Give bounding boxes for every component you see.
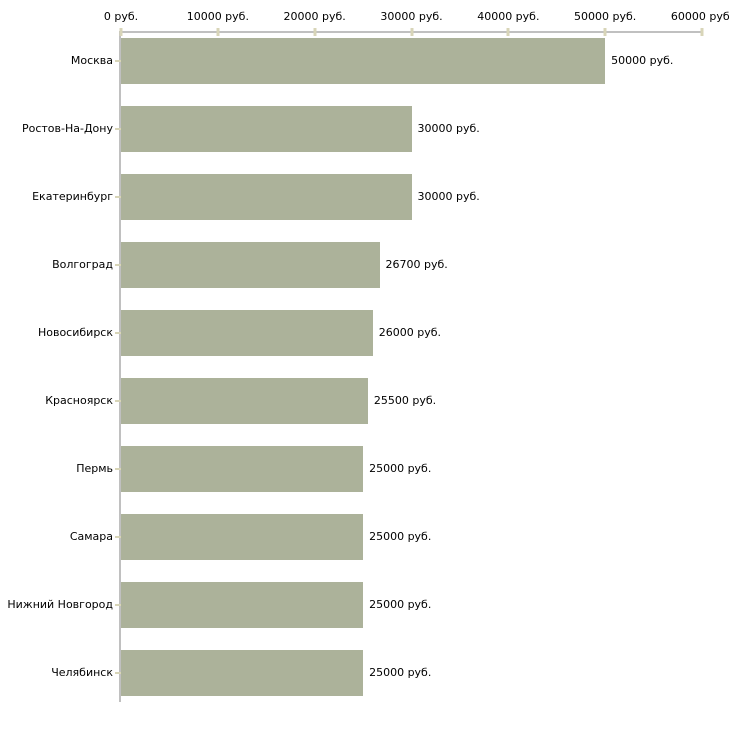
category-label: Пермь	[76, 462, 113, 475]
value-label: 25000 руб.	[369, 666, 432, 679]
value-label: 25500 руб.	[373, 394, 437, 407]
bar	[121, 106, 412, 152]
bar	[121, 174, 412, 220]
y-tick-mark	[115, 468, 121, 470]
x-tick-label: 10000 руб.	[186, 10, 249, 23]
x-tick-mark	[603, 28, 607, 36]
category-label: Ростов-На-Дону	[21, 122, 113, 135]
value-label: 50000 руб.	[611, 54, 674, 67]
value-label: 30000 руб.	[417, 122, 480, 135]
x-tick-mark	[410, 28, 413, 36]
y-tick-mark	[115, 128, 121, 130]
bar	[121, 310, 373, 356]
category-label: Волгоград	[52, 258, 113, 271]
bar	[121, 650, 364, 696]
y-tick-mark	[115, 264, 121, 266]
x-tick-mark	[506, 28, 510, 36]
x-tick-label: 30000 руб.	[380, 10, 443, 23]
y-axis-line	[119, 31, 121, 702]
category-label: Нижний Новгород	[7, 598, 113, 611]
y-tick-mark	[115, 672, 121, 674]
y-tick-mark	[115, 60, 121, 62]
bar	[121, 446, 364, 492]
x-tick-mark	[313, 28, 317, 36]
x-tick-label: 20000 руб.	[283, 10, 346, 23]
y-tick-mark	[115, 196, 121, 198]
value-label: 26700 руб.	[385, 258, 448, 271]
y-tick-mark	[115, 400, 121, 402]
value-label: 25000 руб.	[369, 598, 432, 611]
value-label: 25000 руб.	[369, 530, 432, 543]
x-tick-mark	[700, 28, 704, 36]
x-tick-label: 0 руб.	[103, 10, 139, 23]
y-tick-mark	[115, 332, 121, 334]
category-label: Москва	[70, 54, 113, 67]
y-tick-mark	[115, 536, 121, 538]
category-label: Новосибирск	[37, 326, 113, 339]
y-tick-mark	[115, 604, 121, 606]
value-label: 26000 руб.	[378, 326, 442, 339]
category-label: Екатеринбург	[32, 190, 113, 203]
x-tick-mark	[216, 28, 220, 36]
category-label: Челябинск	[51, 666, 113, 679]
value-label: 25000 руб.	[369, 462, 432, 475]
category-label: Красноярск	[45, 394, 113, 407]
bar	[121, 582, 364, 628]
x-tick-mark	[119, 28, 123, 36]
bar	[121, 378, 368, 424]
category-label: Самара	[69, 530, 113, 543]
x-tick-label: 40000 руб.	[477, 10, 540, 23]
bar	[121, 38, 606, 84]
x-tick-label: 60000 руб.	[670, 10, 730, 23]
value-label: 30000 руб.	[417, 190, 480, 203]
x-tick-label: 50000 руб.	[574, 10, 637, 23]
bar	[121, 242, 380, 288]
bar	[121, 514, 364, 560]
